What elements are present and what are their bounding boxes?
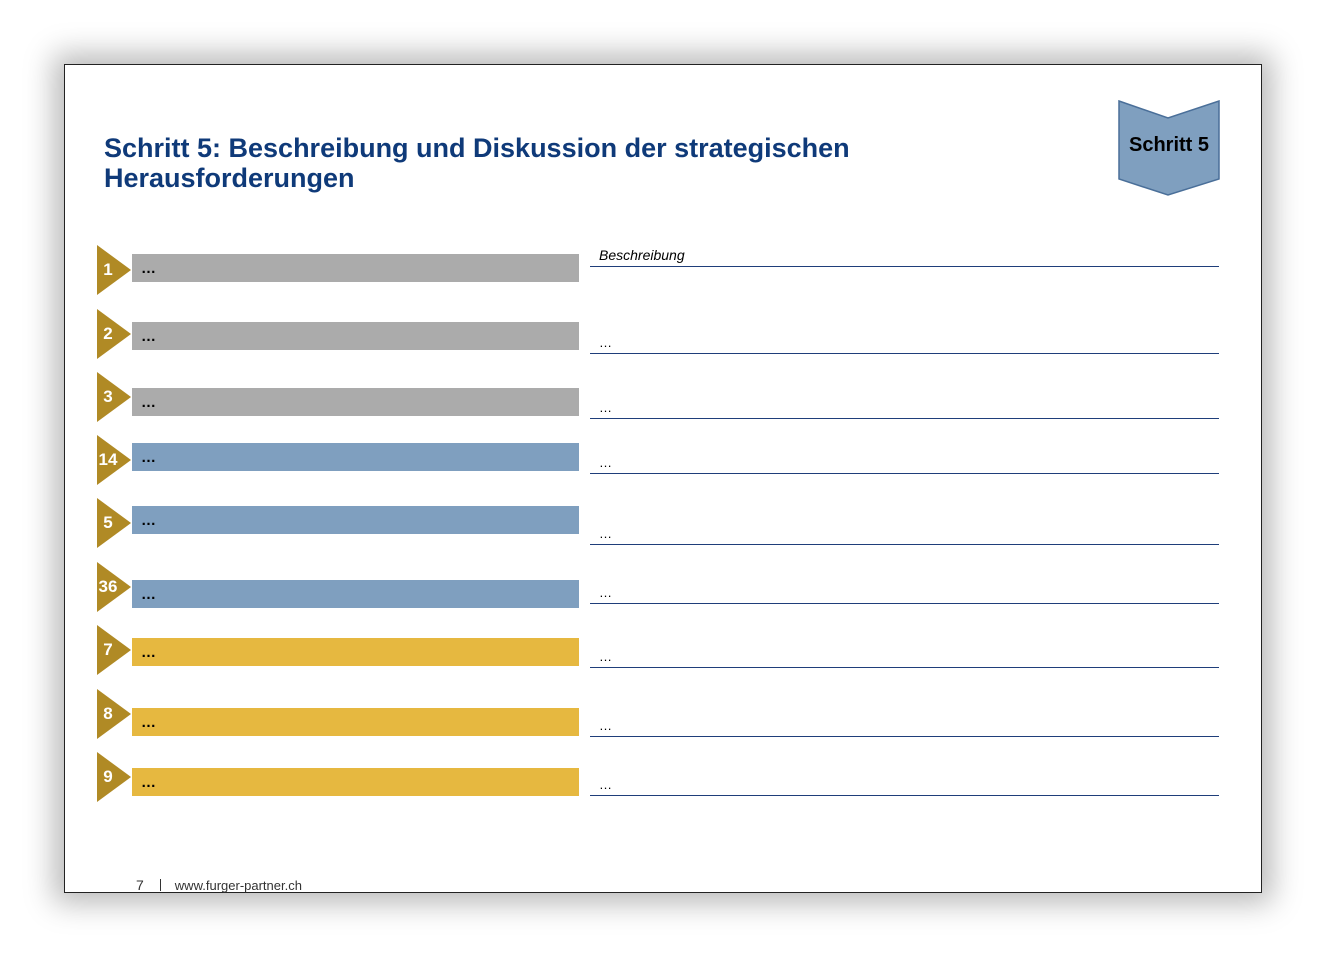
row-number: 36 [98,577,118,596]
challenge-label: … [141,586,156,603]
challenge-bar: … [132,254,579,282]
slide: Schritt 5: Beschreibung und Diskussion d… [64,64,1262,893]
challenge-bar: … [132,388,579,416]
challenge-bar: … [132,708,579,736]
number-arrow: 2 [97,309,131,359]
description-text: … [599,400,612,415]
challenge-label: … [141,714,156,731]
footer: 7 www.furger-partner.ch [136,877,302,893]
row-number: 2 [103,324,113,343]
challenge-label: … [141,644,156,661]
row-number: 14 [98,450,118,469]
row-number: 3 [103,387,113,406]
description-line: … [590,400,1219,419]
description-line: Beschreibung [590,247,1219,267]
challenge-label: … [141,260,156,277]
challenge-bar: … [132,768,579,796]
number-arrow: 36 [97,562,131,612]
number-arrow: 14 [97,435,131,485]
number-arrow: 1 [97,245,131,295]
step-badge-label: Schritt 5 [1128,134,1210,156]
challenge-bar: … [132,443,579,471]
page-title: Schritt 5: Beschreibung und Diskussion d… [104,133,850,193]
challenge-label: … [141,449,156,466]
row-number: 8 [103,704,113,723]
challenge-bar: … [132,638,579,666]
description-text: … [599,585,612,600]
description-text: … [599,526,612,541]
description-text: … [599,335,612,350]
description-line: … [590,585,1219,604]
description-line: … [590,649,1219,668]
number-arrow: 8 [97,689,131,739]
challenge-bar: … [132,322,579,350]
challenge-bar: … [132,506,579,534]
footer-divider [159,879,161,891]
number-arrow: 5 [97,498,131,548]
row-number: 5 [103,513,113,532]
number-arrow: 9 [97,752,131,802]
description-line: … [590,335,1219,354]
challenge-label: … [141,394,156,411]
description-line: … [590,455,1219,474]
challenge-bar: … [132,580,579,608]
description-line: … [590,777,1219,796]
description-text: … [599,455,612,470]
description-line: … [590,718,1219,737]
number-arrow: 3 [97,372,131,422]
description-text: … [599,718,612,733]
description-line: … [590,526,1219,545]
step-badge: Schritt 5 [1118,100,1220,196]
row-number: 9 [103,767,113,786]
description-text: Beschreibung [599,247,685,263]
challenge-label: … [141,774,156,791]
number-arrow: 7 [97,625,131,675]
page-number: 7 [136,877,144,893]
row-number: 1 [103,260,113,279]
challenge-label: … [141,328,156,345]
row-number: 7 [103,640,113,659]
challenge-label: … [141,512,156,529]
step-badge-shape [1118,100,1220,196]
description-text: … [599,649,612,664]
footer-url[interactable]: www.furger-partner.ch [174,878,302,893]
description-text: … [599,777,612,792]
